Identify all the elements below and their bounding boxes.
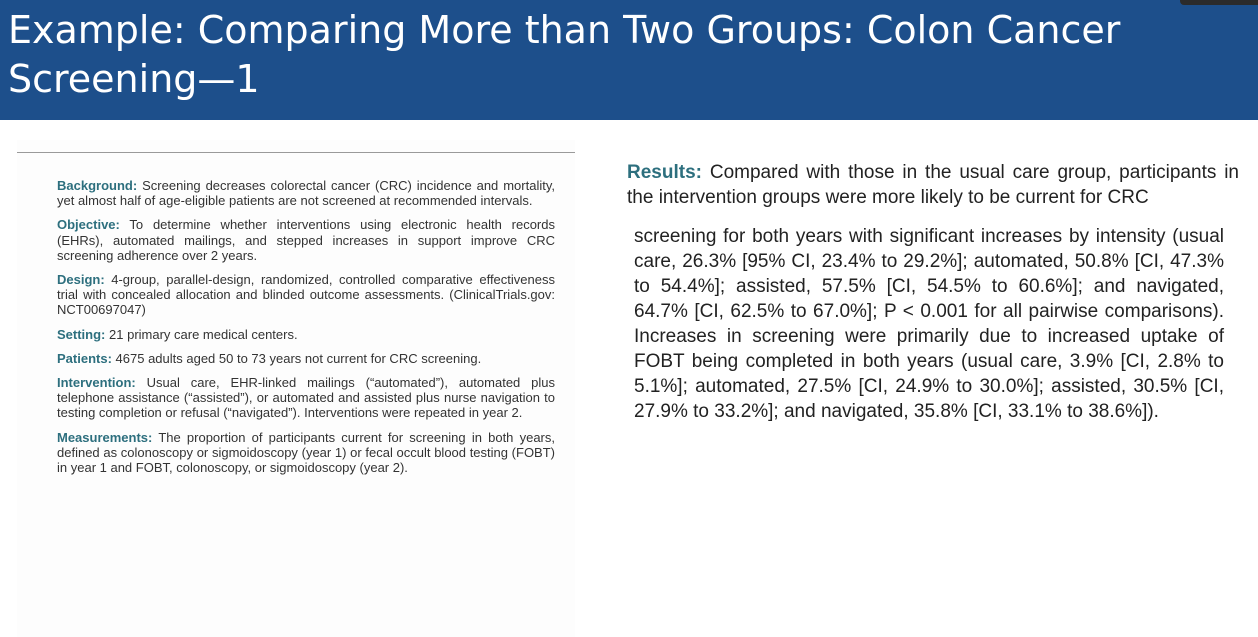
abstract-section: Patients: 4675 adults aged 50 to 73 year… <box>57 351 555 366</box>
results-continuation: screening for both years with significan… <box>634 226 1224 422</box>
section-heading: Measurements: <box>57 429 153 445</box>
abstract-section: Setting: 21 primary care medical centers… <box>57 327 555 342</box>
corner-tab <box>1180 0 1258 5</box>
section-heading: Background: <box>57 178 138 193</box>
header: Example: Comparing More than Two Groups:… <box>0 0 1258 120</box>
section-text: To determine whether interventions using… <box>57 217 555 263</box>
section-heading: Setting: <box>57 326 106 342</box>
section-text: Screening decreases colorectal cancer (C… <box>57 178 555 209</box>
results-paragraph: Results: Compared with those in the usua… <box>627 160 1239 210</box>
rule <box>17 152 575 153</box>
results: Results: Compared with those in the usua… <box>627 160 1239 424</box>
section-text: The proportion of participants current f… <box>57 429 555 476</box>
section-heading: Objective: <box>57 217 120 233</box>
section-text: Usual care, EHR-linked mailings (“automa… <box>57 375 555 421</box>
slide-title: Example: Comparing More than Two Groups:… <box>8 8 1121 101</box>
abstract-section: Measurements: The proportion of particip… <box>57 430 555 476</box>
section-text: 4-group, parallel-design, randomized, co… <box>57 272 555 318</box>
abstract-image: Background: Screening decreases colorect… <box>17 140 575 637</box>
abstract-section: Intervention: Usual care, EHR-linked mai… <box>57 375 555 421</box>
section-heading: Patients: <box>57 350 112 366</box>
abstract-section: Background: Screening decreases colorect… <box>57 178 555 208</box>
abstract-body: Background: Screening decreases colorect… <box>57 178 555 484</box>
abstract-section: Design: 4-group, parallel-design, random… <box>57 272 555 318</box>
abstract-section: Objective: To determine whether interven… <box>57 217 555 263</box>
section-heading: Intervention: <box>57 375 136 391</box>
section-text: 21 primary care medical centers. <box>109 326 298 342</box>
section-text: 4675 adults aged 50 to 73 years not curr… <box>115 350 482 366</box>
results-heading: Results: <box>627 162 702 183</box>
section-heading: Design: <box>57 272 105 288</box>
results-text: Compared with those in the usual care gr… <box>627 162 1239 208</box>
